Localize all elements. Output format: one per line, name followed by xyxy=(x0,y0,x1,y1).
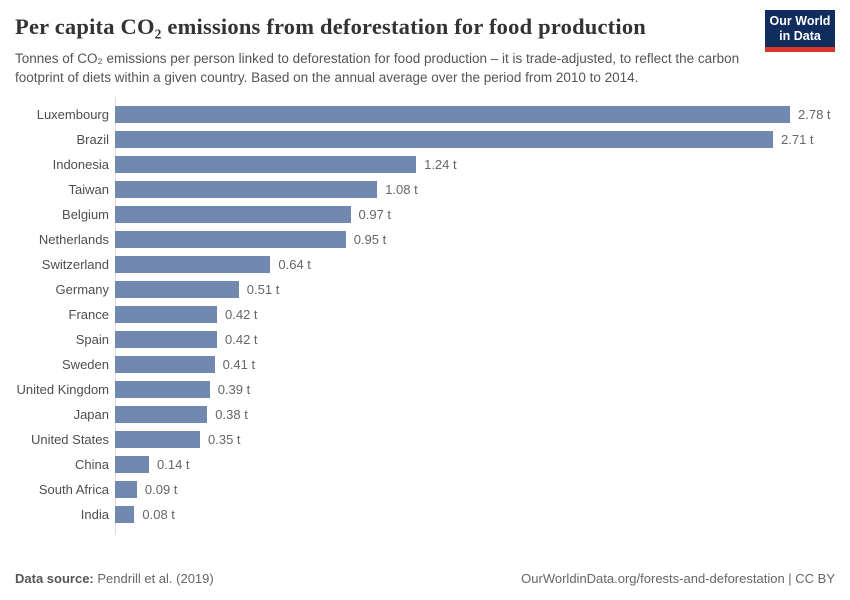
bar-track: 0.95 t xyxy=(115,227,835,252)
bar-row: Indonesia 1.24 t xyxy=(15,152,835,177)
value-label: 0.95 t xyxy=(353,232,387,248)
value-label: 0.64 t xyxy=(278,257,311,273)
bar-track: 0.14 t xyxy=(115,452,835,477)
country-label: Germany xyxy=(55,282,109,298)
bar-row: Brazil 2.71 t xyxy=(15,127,835,152)
bar-track: 0.97 t xyxy=(115,202,835,227)
bar[interactable] xyxy=(115,356,215,374)
country-label: Netherlands xyxy=(38,232,109,248)
bar-track: 0.38 t xyxy=(115,402,835,427)
bar[interactable] xyxy=(115,256,271,274)
bar-row: South Africa 0.09 t xyxy=(15,477,835,502)
bar[interactable] xyxy=(115,506,135,524)
bar[interactable] xyxy=(115,331,217,349)
header-titles: Per capita CO₂ emissions from deforestat… xyxy=(15,13,753,87)
value-label: 0.42 t xyxy=(225,307,258,323)
bar[interactable] xyxy=(115,281,239,299)
bar[interactable] xyxy=(115,156,417,174)
data-source-label: Data source: xyxy=(15,571,94,586)
bar-chart: Luxembourg 2.78 t Brazil 2.71 t Indonesia 1.2… xyxy=(15,97,835,536)
value-label: 0.14 t xyxy=(157,457,190,473)
value-label: 0.08 t xyxy=(142,507,175,523)
bar[interactable] xyxy=(115,406,208,424)
bar-row: Luxembourg 2.78 t xyxy=(15,102,835,127)
country-label: United States xyxy=(30,432,109,448)
bar-track: 0.41 t xyxy=(115,352,835,377)
value-label: 2.78 t xyxy=(798,107,831,123)
bar-row: France 0.42 t xyxy=(15,302,835,327)
value-label: 1.08 t xyxy=(385,182,418,198)
bar-track: 2.71 t xyxy=(115,127,835,152)
country-label: China xyxy=(75,457,109,473)
country-label: Brazil xyxy=(76,132,109,148)
country-label: Indonesia xyxy=(52,157,109,173)
data-source: Data source: Pendrill et al. (2019) xyxy=(15,571,214,586)
page-subtitle: Tonnes of CO₂ emissions per person linke… xyxy=(15,51,740,86)
owid-link[interactable]: OurWorldinData.org/forests-and-deforesta… xyxy=(521,571,835,586)
bar-track: 0.35 t xyxy=(115,427,835,452)
bar-row: United Kingdom 0.39 t xyxy=(15,377,835,402)
bar[interactable] xyxy=(115,381,210,399)
bar-row: China 0.14 t xyxy=(15,452,835,477)
bar-track: 0.09 t xyxy=(115,477,835,502)
bar-row: India 0.08 t xyxy=(15,502,835,527)
value-label: 0.97 t xyxy=(358,207,392,223)
bar-row: United States 0.35 t xyxy=(15,427,835,452)
bar-row: Netherlands 0.95 t xyxy=(15,227,835,252)
bar-row: Japan 0.38 t xyxy=(15,402,835,427)
bar[interactable] xyxy=(115,431,200,449)
owid-logo[interactable]: Our World in Data xyxy=(765,10,835,52)
value-label: 1.24 t xyxy=(424,157,457,173)
country-label: France xyxy=(68,307,109,323)
bar-track: 0.64 t xyxy=(115,252,835,277)
country-label: South Africa xyxy=(38,482,109,498)
country-label: Switzerland xyxy=(41,257,109,273)
owid-logo-text: Our World in Data xyxy=(769,14,831,43)
country-label: Sweden xyxy=(62,357,109,373)
bar-track: 1.08 t xyxy=(115,177,835,202)
bar-row: Sweden 0.41 t xyxy=(15,352,835,377)
value-label: 0.41 t xyxy=(222,357,256,373)
bar-row: Germany 0.51 t xyxy=(15,277,835,302)
bar-row: Spain 0.42 t xyxy=(15,327,835,352)
owid-logo-red-strip xyxy=(765,47,835,52)
value-label: 0.38 t xyxy=(215,407,248,423)
bar-track: 0.51 t xyxy=(115,277,835,302)
bar[interactable] xyxy=(115,481,137,499)
page-title: Per capita CO₂ emissions from deforestat… xyxy=(15,14,646,39)
value-label: 0.42 t xyxy=(225,332,258,348)
bar[interactable] xyxy=(115,131,773,149)
value-label: 2.71 t xyxy=(781,132,814,148)
bar-track: 0.39 t xyxy=(115,377,835,402)
data-source-value: Pendrill et al. (2019) xyxy=(97,571,214,586)
chart-header: Per capita CO₂ emissions from deforestat… xyxy=(15,10,835,87)
bar-track: 0.42 t xyxy=(115,302,835,327)
country-label: India xyxy=(80,507,109,523)
bar-track: 2.78 t xyxy=(115,102,835,127)
bar[interactable] xyxy=(115,231,346,249)
country-label: Japan xyxy=(73,407,109,423)
bar-row: Switzerland 0.64 t xyxy=(15,252,835,277)
bar[interactable] xyxy=(115,106,790,124)
country-label: Belgium xyxy=(62,207,109,223)
bar[interactable] xyxy=(115,456,149,474)
country-label: Luxembourg xyxy=(36,107,109,123)
value-label: 0.51 t xyxy=(246,282,280,298)
bar[interactable] xyxy=(115,206,351,224)
bar[interactable] xyxy=(115,306,217,324)
value-label: 0.39 t xyxy=(217,382,251,398)
value-label: 0.09 t xyxy=(144,482,178,498)
country-label: Spain xyxy=(75,332,109,348)
country-label: Taiwan xyxy=(68,182,109,198)
bar-row: Taiwan 1.08 t xyxy=(15,177,835,202)
chart-footer: Data source: Pendrill et al. (2019) OurW… xyxy=(15,571,835,586)
value-label: 0.35 t xyxy=(208,432,241,448)
bar[interactable] xyxy=(115,181,378,199)
bar-track: 0.08 t xyxy=(115,502,835,527)
country-label: United Kingdom xyxy=(16,382,110,398)
bar-track: 1.24 t xyxy=(115,152,835,177)
bar-track: 0.42 t xyxy=(115,327,835,352)
bar-row: Belgium 0.97 t xyxy=(15,202,835,227)
